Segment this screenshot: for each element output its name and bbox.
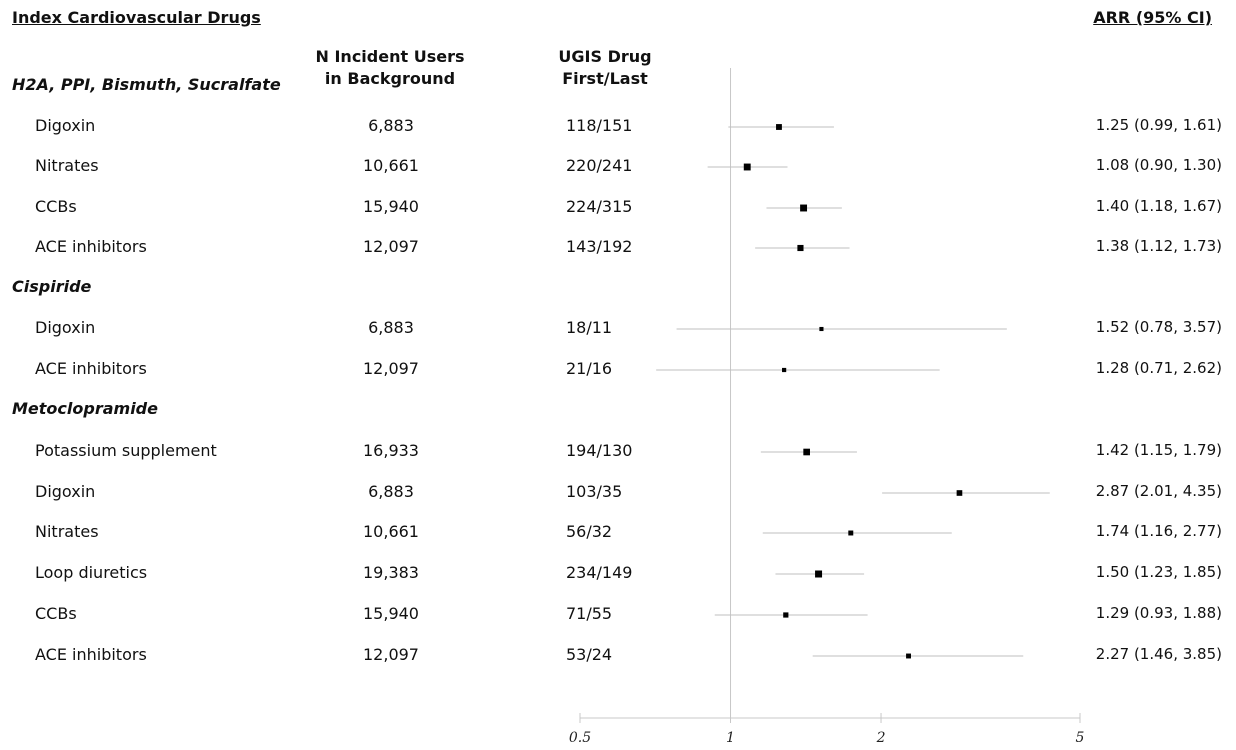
x-tick-label: 2 <box>876 730 886 746</box>
row-drug-label: ACE inhibitors <box>35 645 147 664</box>
row-drug-label: Digoxin <box>35 116 96 135</box>
row-drug-label: Potassium supplement <box>35 441 217 460</box>
row-drug-label: ACE inhibitors <box>35 359 147 378</box>
group-heading-cispiride: Cispiride <box>12 277 92 296</box>
point-estimate-marker <box>782 367 787 373</box>
n-users-column-header: N Incident Users in Background <box>300 46 480 90</box>
row-ugis-ratio: 118/151 <box>566 116 633 135</box>
row-arr-value: 1.40 (1.18, 1.67) <box>1095 197 1222 215</box>
group-heading-metoclopramide: Metoclopramide <box>12 399 158 418</box>
row-arr-value: 1.25 (0.99, 1.61) <box>1095 116 1222 134</box>
row-ugis-ratio: 220/241 <box>566 156 633 175</box>
ugis-column-header: UGIS Drug First/Last <box>530 46 680 90</box>
row-ugis-ratio: 21/16 <box>566 359 613 378</box>
point-estimate-marker <box>797 244 804 252</box>
row-n-users: 12,097 <box>363 237 419 256</box>
row-ugis-ratio: 56/32 <box>566 522 613 541</box>
row-arr-value: 2.87 (2.01, 4.35) <box>1095 482 1222 500</box>
point-estimate-marker <box>803 448 810 456</box>
row-n-users: 6,883 <box>368 318 414 337</box>
row-drug-label: CCBs <box>35 604 77 623</box>
row-n-users: 10,661 <box>363 156 419 175</box>
point-estimate-marker <box>783 612 789 618</box>
row-drug-label: ACE inhibitors <box>35 237 147 256</box>
row-n-users: 15,940 <box>363 604 419 623</box>
row-n-users: 19,383 <box>363 563 419 582</box>
point-estimate-marker <box>743 163 751 171</box>
row-n-users: 10,661 <box>363 522 419 541</box>
row-drug-label: Digoxin <box>35 318 96 337</box>
point-estimate-marker <box>819 326 824 332</box>
point-estimate-marker <box>815 570 823 578</box>
row-n-users: 12,097 <box>363 359 419 378</box>
n-users-header-line-1: N Incident Users <box>315 47 465 66</box>
row-ugis-ratio: 18/11 <box>566 318 613 337</box>
row-ugis-ratio: 194/130 <box>566 441 633 460</box>
row-ugis-ratio: 224/315 <box>566 197 633 216</box>
row-arr-value: 1.52 (0.78, 3.57) <box>1095 318 1222 336</box>
x-tick-label: 1 <box>726 730 735 746</box>
ugis-header-line-1: UGIS Drug <box>558 47 652 66</box>
row-arr-value: 1.29 (0.93, 1.88) <box>1095 604 1222 622</box>
row-ugis-ratio: 143/192 <box>566 237 633 256</box>
row-drug-label: Loop diuretics <box>35 563 148 582</box>
row-arr-value: 2.27 (1.46, 3.85) <box>1095 645 1222 663</box>
row-ugis-ratio: 234/149 <box>566 563 633 582</box>
group-heading-h2a-ppi: H2A, PPI, Bismuth, Sucralfate <box>12 75 281 94</box>
row-arr-value: 1.08 (0.90, 1.30) <box>1095 156 1222 174</box>
index-title: Index Cardiovascular Drugs <box>12 8 261 27</box>
x-tick-label: 5 <box>1076 730 1085 746</box>
row-ugis-ratio: 53/24 <box>566 645 613 664</box>
row-drug-label: Nitrates <box>35 156 99 175</box>
row-arr-value: 1.28 (0.71, 2.62) <box>1095 359 1222 377</box>
point-estimate-marker <box>800 204 808 212</box>
point-estimate-marker <box>906 653 911 659</box>
x-tick-label: 0.5 <box>569 730 591 746</box>
row-ugis-ratio: 71/55 <box>566 604 613 623</box>
row-arr-value: 1.74 (1.16, 2.77) <box>1095 522 1222 540</box>
ugis-header-line-2: First/Last <box>562 69 648 88</box>
row-drug-label: Nitrates <box>35 522 99 541</box>
row-drug-label: CCBs <box>35 197 77 216</box>
row-arr-value: 1.42 (1.15, 1.79) <box>1095 441 1222 459</box>
row-arr-value: 1.50 (1.23, 1.85) <box>1095 563 1222 581</box>
n-users-header-line-2: in Background <box>324 69 456 88</box>
row-drug-label: Digoxin <box>35 482 96 501</box>
point-estimate-marker <box>956 490 963 496</box>
point-estimate-marker <box>848 530 854 536</box>
row-arr-value: 1.38 (1.12, 1.73) <box>1095 237 1222 255</box>
row-n-users: 15,940 <box>363 197 419 216</box>
row-n-users: 16,933 <box>363 441 419 460</box>
row-n-users: 12,097 <box>363 645 419 664</box>
arr-column-header: ARR (95% CI) <box>1093 8 1212 27</box>
point-estimate-marker <box>776 124 782 130</box>
row-n-users: 6,883 <box>368 116 414 135</box>
row-ugis-ratio: 103/35 <box>566 482 623 501</box>
row-n-users: 6,883 <box>368 482 414 501</box>
